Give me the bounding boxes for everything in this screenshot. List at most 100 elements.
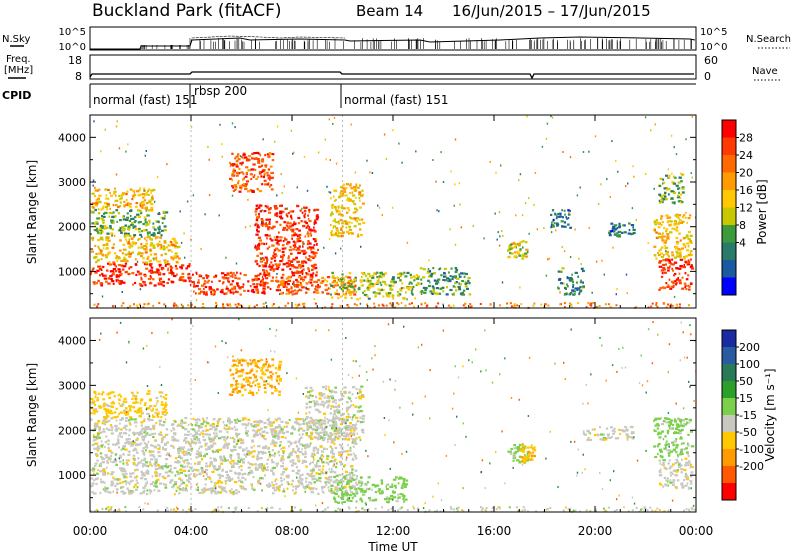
range-cell — [286, 265, 289, 267]
range-cell — [193, 473, 196, 475]
noise-cell — [459, 182, 460, 184]
range-cell — [107, 189, 110, 191]
range-cell — [297, 480, 300, 482]
range-cell — [278, 489, 281, 491]
range-cell — [298, 264, 301, 266]
range-cell — [173, 420, 175, 422]
range-cell — [147, 233, 149, 235]
range-cell — [241, 477, 244, 479]
noise-cell — [564, 250, 565, 252]
range-cell — [152, 475, 154, 477]
noise-cell — [351, 124, 352, 126]
range-cell — [142, 465, 144, 467]
range-cell — [521, 257, 524, 259]
range-cell — [300, 282, 302, 284]
noise-cell — [281, 173, 282, 175]
range-cell — [139, 415, 142, 417]
range-cell — [308, 228, 312, 230]
range-cell — [163, 483, 165, 485]
range-cell — [97, 425, 99, 427]
range-cell — [679, 252, 682, 254]
ground-cell — [480, 303, 482, 305]
ground-cell — [152, 305, 154, 307]
noise-cell — [392, 298, 393, 300]
range-cell — [514, 251, 516, 253]
range-cell — [281, 269, 284, 271]
range-cell — [120, 482, 122, 484]
range-cell — [167, 269, 169, 271]
range-cell — [238, 420, 241, 422]
range-cell — [109, 263, 112, 265]
range-cell — [348, 289, 351, 291]
range-cell — [360, 281, 362, 283]
range-cell — [291, 290, 294, 292]
range-cell — [289, 419, 291, 421]
range-cell — [317, 460, 320, 462]
range-cell — [174, 433, 176, 435]
range-cell — [282, 450, 285, 452]
range-cell — [98, 195, 102, 197]
range-cell — [331, 468, 333, 470]
range-cell — [283, 468, 286, 470]
range-cell — [670, 220, 673, 222]
range-cell — [178, 257, 181, 259]
range-cell — [684, 286, 686, 288]
range-cell — [308, 211, 310, 213]
range-cell — [109, 216, 111, 218]
noise-cell — [499, 245, 500, 247]
noise-cell — [450, 170, 451, 172]
range-cell — [337, 297, 339, 299]
range-cell — [144, 237, 146, 239]
range-cell — [665, 253, 668, 255]
range-cell — [424, 289, 427, 291]
range-cell — [302, 280, 304, 282]
range-cell — [356, 220, 358, 222]
range-cell — [316, 216, 319, 218]
range-cell — [391, 285, 394, 287]
range-cell — [680, 239, 682, 241]
range-cell — [225, 480, 228, 482]
ground-cell — [263, 303, 265, 305]
range-cell — [119, 239, 122, 241]
range-cell — [663, 268, 666, 270]
range-cell — [460, 272, 463, 274]
range-cell — [298, 276, 301, 278]
range-cell — [136, 469, 139, 471]
noise-cell — [257, 188, 258, 190]
noise-cell — [499, 211, 500, 213]
range-cell — [154, 405, 157, 407]
range-cell — [297, 252, 299, 254]
range-cell — [255, 169, 256, 171]
range-cell — [164, 225, 167, 227]
range-cell — [234, 481, 237, 483]
range-cell — [274, 453, 276, 455]
ground-cell — [667, 304, 669, 306]
range-cell — [325, 484, 327, 486]
range-cell — [385, 284, 387, 286]
range-cell — [187, 273, 189, 275]
range-cell — [261, 183, 263, 185]
noise-cell — [279, 293, 280, 295]
range-cell — [368, 284, 370, 286]
range-cell — [310, 232, 312, 234]
range-cell — [167, 442, 169, 444]
noise-cell — [568, 212, 569, 214]
range-cell — [180, 457, 183, 459]
range-cell — [351, 465, 354, 467]
range-cell — [112, 491, 114, 493]
range-cell — [269, 421, 271, 423]
range-cell — [279, 441, 282, 443]
range-cell — [220, 459, 223, 461]
range-cell — [247, 430, 249, 432]
range-cell — [315, 488, 317, 490]
range-cell — [450, 275, 452, 277]
range-cell — [158, 433, 160, 435]
range-cell — [292, 258, 294, 260]
range-cell — [275, 372, 277, 374]
range-cell — [397, 291, 399, 293]
noise-cell — [592, 292, 593, 294]
range-cell — [311, 483, 313, 485]
range-cell — [315, 466, 317, 468]
range-cell — [253, 476, 255, 478]
ground-cell — [426, 304, 428, 306]
